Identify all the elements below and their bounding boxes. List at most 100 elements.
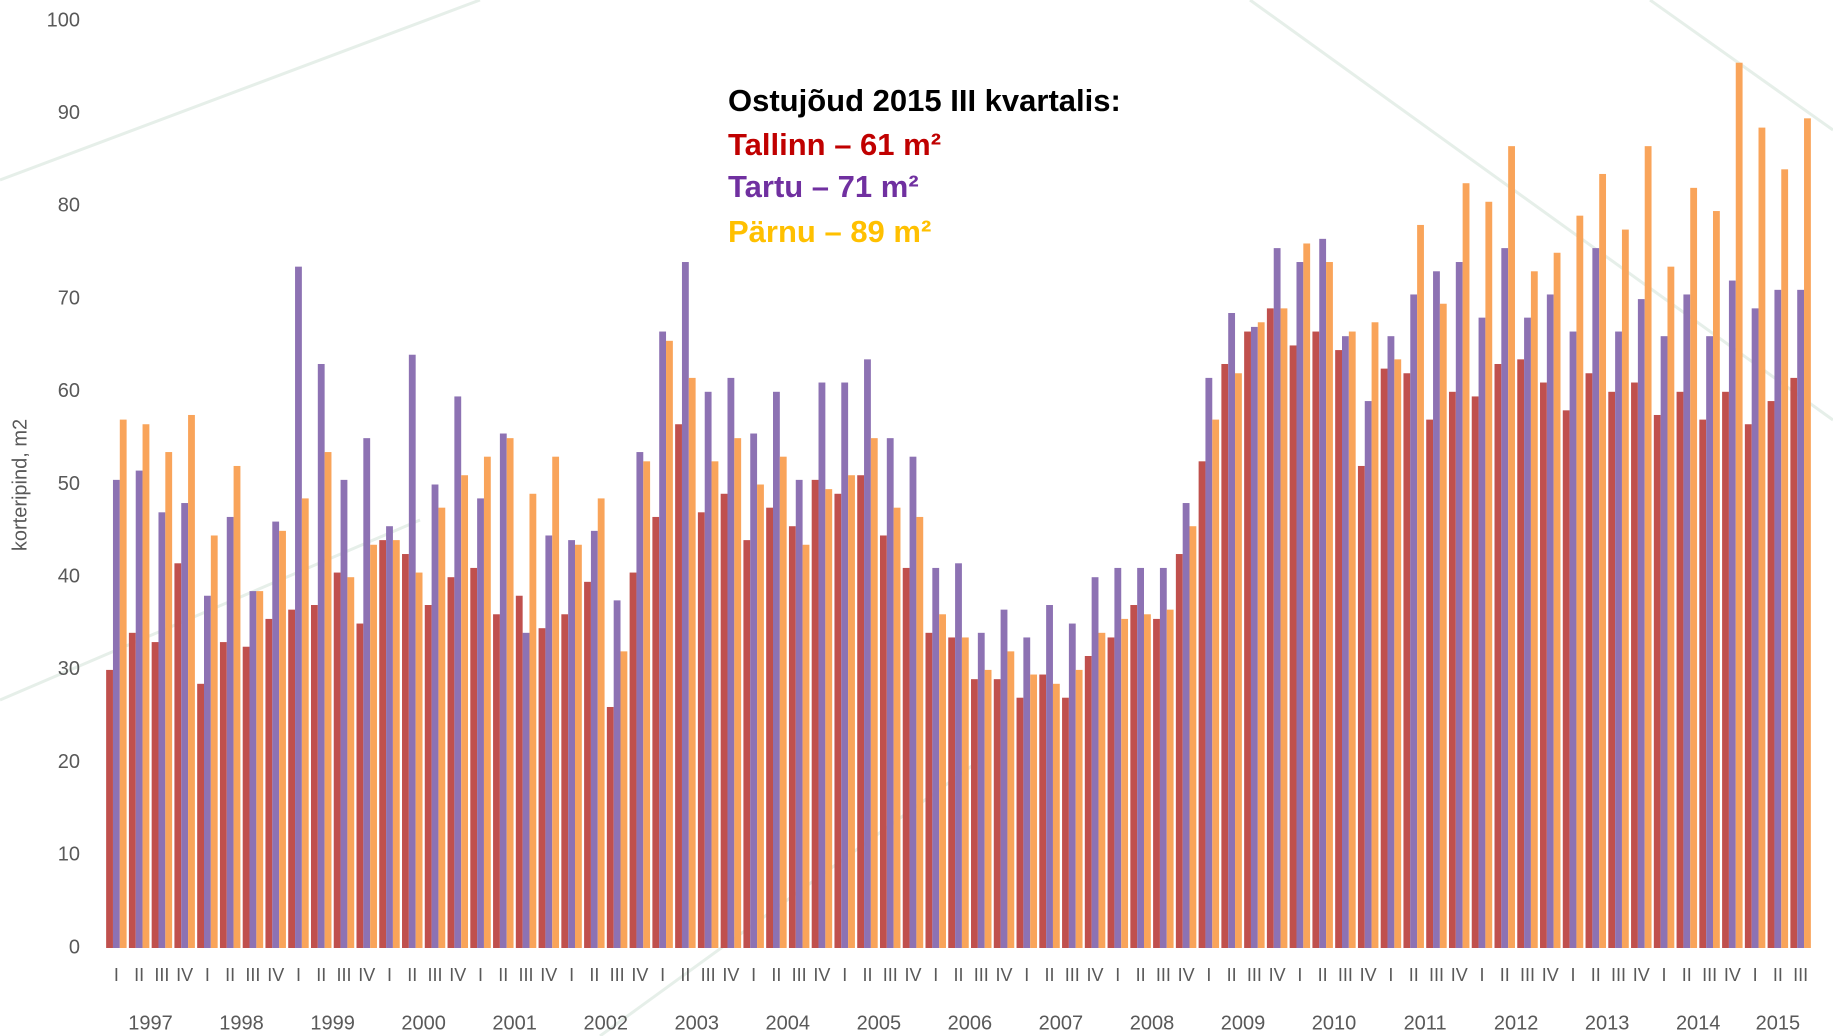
x-tick-label: I [205, 965, 210, 985]
x-tick-label: IV [904, 965, 921, 985]
bar [1319, 238, 1327, 949]
bar [659, 331, 667, 948]
bar [461, 475, 469, 948]
year-label: 2000 [401, 1012, 446, 1034]
bar [1030, 674, 1038, 948]
bar [529, 493, 537, 948]
bar [402, 554, 409, 948]
bar [1690, 187, 1698, 949]
bar [606, 706, 614, 948]
year-label: 2007 [1039, 1012, 1084, 1034]
bar [1182, 503, 1190, 948]
bar [688, 377, 696, 948]
x-tick-label: III [974, 965, 989, 985]
bar [620, 651, 628, 948]
bar [1735, 62, 1743, 948]
bar [802, 544, 810, 948]
bar [1699, 419, 1707, 948]
bar [743, 540, 751, 948]
bar [538, 628, 546, 948]
bar [1569, 331, 1577, 948]
bar [1335, 350, 1343, 949]
bar [675, 424, 682, 948]
bar [1501, 248, 1509, 949]
year-label: 2003 [675, 1012, 720, 1034]
x-tick-label: III [1429, 965, 1444, 985]
bar [697, 512, 705, 948]
bar [1592, 248, 1600, 949]
bar [1553, 252, 1561, 948]
bar [1417, 224, 1424, 948]
bar [499, 433, 507, 948]
bar [1273, 248, 1281, 949]
bar [1676, 391, 1684, 948]
bar [1296, 262, 1304, 948]
bar [636, 452, 644, 948]
bar [870, 438, 878, 948]
x-tick-label: I [751, 965, 756, 985]
bar [666, 340, 673, 948]
bar [1075, 669, 1083, 948]
x-tick-label: III [1702, 965, 1717, 985]
x-tick-label: II [1682, 965, 1692, 985]
bar [939, 614, 946, 948]
bar [848, 475, 855, 948]
x-tick-label: IV [722, 965, 739, 985]
bar [1722, 391, 1729, 948]
bar [386, 526, 393, 948]
bar [119, 419, 127, 948]
bar [1198, 461, 1206, 948]
x-tick-label: IV [1724, 965, 1741, 985]
year-label: 2011 [1404, 1012, 1447, 1034]
bar [1189, 526, 1197, 948]
x-tick-label: III [1247, 965, 1262, 985]
bar [340, 479, 348, 948]
bar [288, 609, 296, 948]
x-tick-label: I [387, 965, 392, 985]
bar [893, 507, 901, 948]
x-tick-label: IV [1451, 965, 1468, 985]
x-tick-label: I [660, 965, 665, 985]
bar [1159, 567, 1167, 948]
bar [522, 632, 530, 948]
bar [249, 591, 257, 948]
x-tick-label: II [862, 965, 872, 985]
bar [568, 540, 575, 948]
bar [279, 530, 286, 948]
bar [757, 484, 764, 948]
bar [310, 605, 318, 948]
bar [961, 637, 969, 948]
year-label: 2005 [857, 1012, 902, 1034]
bar [477, 498, 484, 948]
bar [1137, 567, 1144, 948]
bar [181, 503, 189, 948]
bar [1143, 614, 1151, 948]
bar [1175, 554, 1183, 948]
bar [1348, 331, 1356, 948]
bar [1228, 313, 1236, 948]
bar [1781, 169, 1789, 948]
x-tick-label: III [336, 965, 351, 985]
bar [1790, 377, 1798, 948]
bar [1448, 391, 1456, 948]
bar [142, 424, 150, 948]
x-tick-label: I [933, 965, 938, 985]
bar [993, 679, 1001, 948]
x-tick-label: I [1388, 965, 1393, 985]
x-tick-label: II [1045, 965, 1055, 985]
year-label: 2008 [1130, 1012, 1175, 1034]
bar [483, 456, 491, 948]
bar [317, 363, 325, 948]
bar [720, 493, 728, 948]
y-tick-label: 100 [47, 9, 80, 31]
bar [545, 535, 553, 948]
bar [1562, 410, 1570, 949]
year-label: 2002 [583, 1012, 628, 1034]
bar [1478, 317, 1486, 948]
bar [1394, 359, 1402, 949]
bar [1023, 637, 1031, 948]
bar [1387, 336, 1395, 948]
bar [711, 461, 719, 948]
bar [1326, 262, 1333, 948]
bar [1751, 308, 1759, 948]
